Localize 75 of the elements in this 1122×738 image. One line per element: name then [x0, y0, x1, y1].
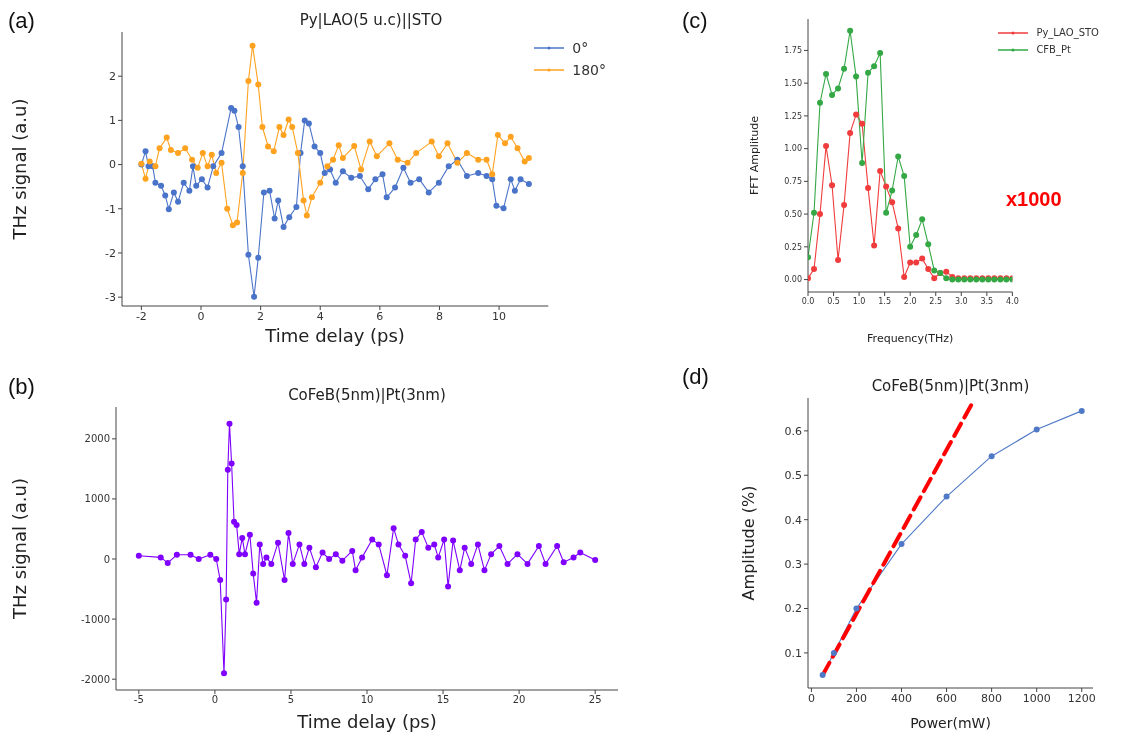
- x-tick-label: 1200: [1067, 691, 1096, 705]
- text: (c): [682, 8, 708, 34]
- x-tick-label: -2: [135, 309, 147, 323]
- text: (b): [8, 374, 35, 400]
- x-tick-label: 8: [435, 309, 443, 323]
- y-tick-label: 2: [109, 70, 116, 84]
- y-tick-label: -2: [105, 246, 116, 260]
- y-tick-label: 0.4: [784, 513, 802, 527]
- x-tick-label: 0: [197, 309, 205, 323]
- x-tick-label: 0: [211, 694, 219, 706]
- legend-label: CFB_Pt: [1036, 44, 1071, 55]
- text: (d): [682, 364, 709, 390]
- y-tick-label: 1: [109, 114, 116, 128]
- y-tick-label: 0.1: [784, 646, 802, 660]
- x-tick-label: 15: [436, 694, 450, 706]
- y-tick-label: 1.25: [784, 111, 802, 121]
- x-tick-label: 400: [891, 691, 912, 705]
- y-tick-label: 1.00: [784, 144, 802, 154]
- chart-title: Py|LAO(5 u.c)||STO: [298, 11, 444, 29]
- x-tick-label: 800: [981, 691, 1003, 705]
- x-tick-label: 10: [360, 694, 374, 706]
- x-tick-label: 5: [287, 694, 295, 706]
- x-tick-label: 10: [492, 309, 507, 323]
- y-tick-label: 0.3: [784, 558, 802, 571]
- y-tick-label: 0.50: [784, 209, 802, 219]
- y-axis-title: FFT Amplitude: [747, 115, 761, 196]
- x-tick-label: 4.0: [1006, 296, 1019, 306]
- chart-title: CoFeB(5nm)|Pt(3nm): [870, 377, 1031, 395]
- x-tick-label: -5: [133, 694, 144, 706]
- legend-label: 0°: [572, 40, 589, 56]
- x-tick-label: 3.5: [980, 296, 994, 306]
- y-axis-title: Amplitude (%): [738, 485, 758, 601]
- y-tick-label: 0: [103, 553, 110, 565]
- x-tick-label: 4: [316, 309, 324, 323]
- x-axis-title: Power(mW): [910, 715, 991, 731]
- y-tick-label: 2000: [84, 433, 110, 445]
- x-tick-label: 25: [588, 694, 602, 706]
- y-axis-title: THz signal (a.u): [9, 98, 31, 241]
- y-tick-label: -1000: [80, 613, 110, 625]
- x-tick-label: 20: [512, 694, 526, 706]
- y-tick-label: 0.5: [784, 469, 802, 483]
- y-tick-label: 1.75: [784, 46, 802, 56]
- x-axis-title: Time delay (ps): [264, 325, 405, 346]
- x-tick-label: 1.0: [852, 296, 866, 306]
- x-axis-title: Frequency(THz): [867, 332, 954, 345]
- x-tick-label: 200: [845, 691, 867, 705]
- text: (a): [8, 8, 35, 34]
- x-tick-label: 0.0: [801, 296, 815, 306]
- y-axis-title: THz signal (a.u): [9, 478, 31, 620]
- legend-label: 180°: [572, 62, 606, 78]
- y-tick-label: 1000: [84, 493, 110, 505]
- y-tick-label: 0.6: [784, 424, 802, 438]
- x-tick-label: 2.0: [903, 296, 917, 306]
- y-tick-label: 0: [109, 158, 116, 172]
- x-tick-label: 1.5: [878, 296, 892, 306]
- x-tick-label: 0: [807, 691, 815, 705]
- y-tick-label: 0.25: [784, 242, 802, 252]
- y-tick-label: -3: [105, 291, 116, 305]
- x-tick-label: 600: [936, 691, 958, 705]
- x-tick-label: 6: [376, 309, 384, 323]
- x-tick-label: 2: [257, 309, 265, 323]
- y-tick-label: 0.00: [784, 275, 802, 285]
- legend-label: Py_LAO_STO: [1036, 27, 1099, 38]
- y-tick-label: -1: [105, 202, 116, 216]
- y-tick-label: 1.50: [784, 79, 802, 88]
- y-tick-label: -2000: [80, 673, 110, 685]
- x-tick-label: 1000: [1022, 691, 1051, 705]
- x-axis-title: Time delay (ps): [296, 711, 437, 732]
- x-tick-label: 2.5: [929, 296, 943, 306]
- y-tick-label: 0.2: [784, 602, 802, 616]
- chart-title: CoFeB(5nm)|Pt(3nm): [287, 386, 447, 404]
- annotation: x1000: [1006, 188, 1062, 211]
- x-tick-label: 0.5: [827, 296, 840, 306]
- x-tick-label: 3.0: [954, 296, 968, 306]
- y-tick-label: 0.75: [784, 177, 802, 187]
